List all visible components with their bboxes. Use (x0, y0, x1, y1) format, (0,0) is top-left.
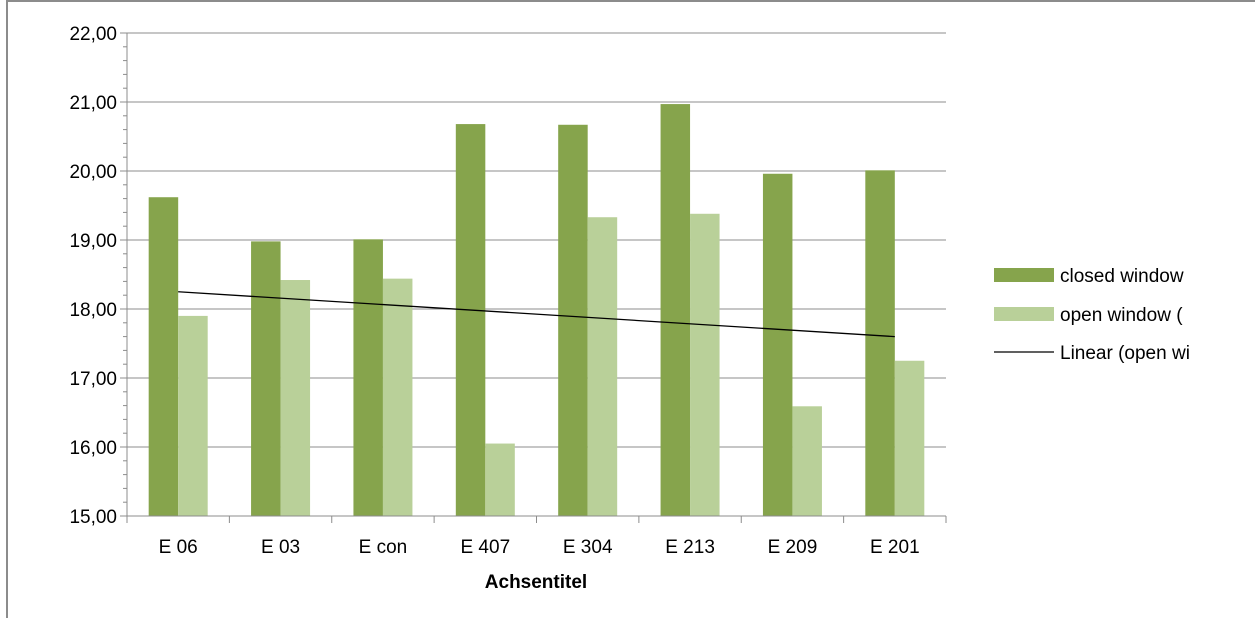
x-tick-label: E 201 (870, 537, 920, 558)
bars (148, 104, 925, 517)
gridlines (127, 32, 946, 448)
bar-open-window (690, 213, 720, 516)
legend-item-linear: Linear (open wi (1060, 343, 1190, 364)
bar-closed-window (762, 173, 793, 516)
x-tick-label: E 03 (261, 537, 300, 558)
x-tick-label: E 407 (460, 537, 510, 558)
x-tick-label: E 304 (563, 537, 613, 558)
y-tick-label: 18,00 (69, 300, 117, 321)
bar-closed-window (660, 104, 691, 516)
y-tick-label: 19,00 (69, 231, 117, 252)
x-tick-label: E 209 (768, 537, 818, 558)
bar-closed-window (353, 239, 383, 516)
y-tick-label: 20,00 (69, 162, 117, 183)
legend-item-open-window: open window ( (1060, 305, 1183, 326)
y-tick-label: 21,00 (69, 93, 117, 114)
bar-closed-window (558, 124, 588, 517)
x-tick-label: E con (359, 537, 408, 558)
bar-open-window (485, 443, 515, 516)
trendline-line (178, 291, 895, 338)
bar-closed-window (148, 197, 179, 516)
legend-swatch (994, 307, 1054, 321)
x-tick-label: E 213 (665, 537, 715, 558)
bar-open-window (792, 406, 822, 516)
y-tick-label: 15,00 (69, 507, 117, 528)
bar-closed-window (865, 170, 895, 516)
x-axis: E 06 E 03 E con E 407 E 304 E 213 E 209 E 201 (126, 515, 947, 558)
bar-open-window (280, 280, 311, 516)
y-tick-label: 17,00 (69, 369, 117, 390)
bar-closed-window (455, 124, 486, 516)
y-tick-label: 22,00 (69, 24, 117, 45)
bar-open-window (178, 315, 208, 516)
x-axis-title: Achsentitel (485, 572, 587, 593)
bar-open-window (382, 278, 413, 516)
y-axis: 15,00 16,00 17,00 18,00 19,00 20,00 21,00 22,00 (69, 24, 128, 528)
legend-item-closed-window: closed window (1060, 266, 1184, 287)
chart-frame (6, 0, 1255, 618)
bar-closed-window (251, 241, 281, 516)
legend-swatch (994, 268, 1054, 282)
bar-open-window (894, 360, 925, 516)
bar-open-window (587, 217, 618, 517)
x-tick-label: E 06 (159, 537, 198, 558)
y-tick-label: 16,00 (69, 438, 117, 459)
trendline (178, 291, 895, 338)
legend: closed window open window ( Linear (open w… (994, 266, 1190, 364)
